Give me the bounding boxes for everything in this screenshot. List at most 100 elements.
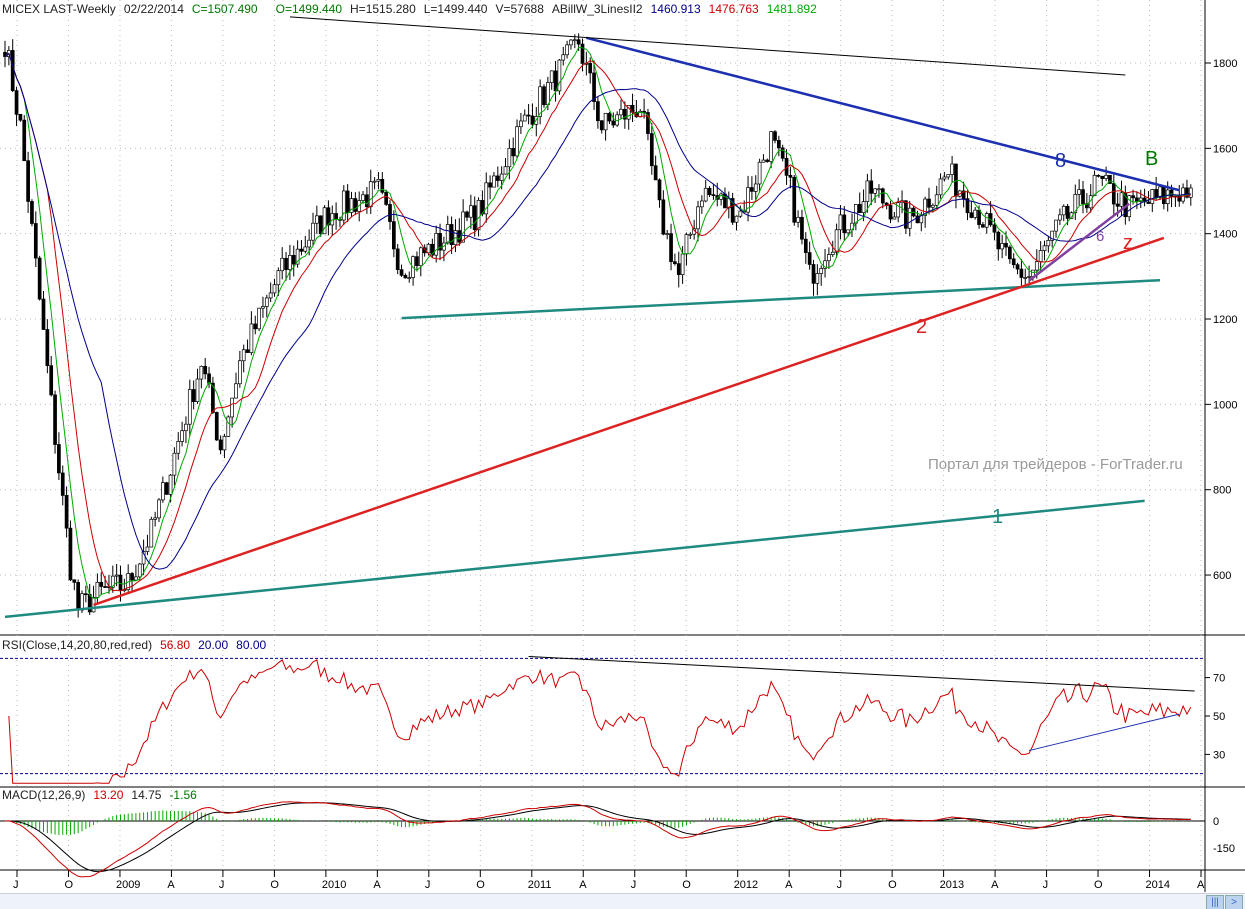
candle-body — [861, 201, 866, 213]
x-tick-label: J — [837, 879, 843, 891]
candle-body — [561, 54, 566, 61]
x-tick-label: A — [167, 879, 175, 891]
candle-body — [311, 222, 315, 241]
candle-body — [815, 273, 820, 284]
candle-body — [49, 365, 54, 396]
candle-body — [938, 178, 943, 196]
candle-body — [969, 212, 974, 218]
x-tick-label: O — [270, 879, 279, 891]
candle-body — [176, 441, 181, 454]
x-tick-label: O — [1094, 879, 1103, 891]
candle-body — [1154, 189, 1159, 198]
candle-body — [1015, 264, 1020, 270]
x-tick-label: A — [991, 879, 999, 891]
candle-body — [172, 452, 177, 476]
candle-body — [476, 200, 481, 230]
candle-body — [769, 131, 774, 162]
candle-body — [268, 292, 273, 299]
candle-body — [137, 563, 142, 578]
candle-body — [118, 574, 123, 591]
candle-body — [873, 188, 877, 194]
low-value: L=1499.440 — [423, 2, 488, 16]
candle-body — [280, 257, 285, 272]
candle-body — [792, 176, 797, 223]
candle-body — [977, 209, 981, 225]
macd-line — [4, 801, 1191, 878]
candle-body — [418, 247, 423, 266]
candle-body — [880, 188, 885, 204]
candle-body — [1073, 194, 1078, 214]
candle-body — [103, 586, 107, 588]
candle-body — [153, 517, 157, 520]
candle-body — [1188, 187, 1193, 198]
trendline-1 — [4, 499, 1145, 619]
price-tick-label: 800 — [1213, 485, 1231, 497]
candle-body — [1165, 189, 1170, 204]
candle-body — [776, 140, 781, 149]
candle-body — [934, 194, 939, 206]
candle-body — [168, 474, 173, 495]
candle-body — [696, 206, 700, 230]
label-z: z — [1123, 232, 1133, 254]
candle-body — [1185, 187, 1189, 198]
candle-body — [596, 101, 600, 122]
label-b: B — [1145, 148, 1159, 170]
candle-body — [415, 256, 419, 266]
candle-body — [607, 112, 612, 122]
candle-body — [719, 193, 723, 200]
candle-body — [68, 527, 73, 581]
moving-average-line — [4, 46, 1191, 599]
candle-body — [376, 178, 381, 182]
horizontal-scrollbar[interactable] — [0, 893, 1245, 909]
candle-body — [553, 70, 558, 92]
candle-body — [211, 382, 215, 413]
candle-body — [800, 216, 804, 240]
candle-body — [753, 183, 758, 192]
candle-body — [565, 44, 569, 56]
candle-body — [1158, 186, 1162, 198]
candle-body — [1054, 219, 1058, 232]
candle-body — [950, 163, 954, 175]
candle-body — [572, 39, 577, 42]
candle-body — [942, 176, 947, 180]
rsi-line — [8, 659, 1192, 784]
macd-tick-label: 0 — [1213, 816, 1219, 828]
candle-body — [676, 263, 681, 275]
candle-body — [403, 274, 408, 279]
candle-body — [430, 243, 435, 256]
candle-body — [1150, 189, 1155, 204]
x-tick-label: J — [1043, 879, 1049, 891]
candle-body — [761, 159, 766, 163]
candle-body — [141, 551, 146, 565]
candle-body — [1050, 230, 1055, 241]
candle-body — [750, 187, 754, 192]
scroll-right-button[interactable]: > — [1225, 895, 1243, 909]
candle-body — [230, 397, 234, 418]
candle-body — [603, 112, 608, 131]
candle-body — [915, 215, 920, 224]
candle-body — [661, 199, 666, 235]
x-tick-label: O — [682, 879, 691, 891]
moving-average-line — [4, 52, 1191, 570]
scroll-thumb[interactable]: ||| — [1206, 895, 1224, 909]
x-tick-label: O — [64, 879, 73, 891]
candle-body — [599, 120, 604, 131]
rsi-tick-label: 70 — [1213, 673, 1225, 685]
candle-body — [869, 180, 874, 194]
candle-body — [37, 257, 42, 300]
signal-value: 14.75 — [131, 788, 162, 802]
candle-body — [345, 190, 350, 213]
candle-body — [341, 190, 346, 221]
candle-body — [1007, 246, 1012, 260]
candle-body — [511, 148, 516, 157]
candle-body — [592, 72, 596, 102]
close-value: C=1507.490 — [191, 2, 258, 16]
candle-body — [187, 389, 192, 425]
candle-body — [384, 191, 388, 205]
candle-body — [214, 412, 219, 441]
x-tick-label: A — [579, 879, 587, 891]
candle-body — [395, 248, 400, 270]
price-tick-label: 1400 — [1213, 229, 1237, 241]
candle-body — [857, 204, 862, 213]
